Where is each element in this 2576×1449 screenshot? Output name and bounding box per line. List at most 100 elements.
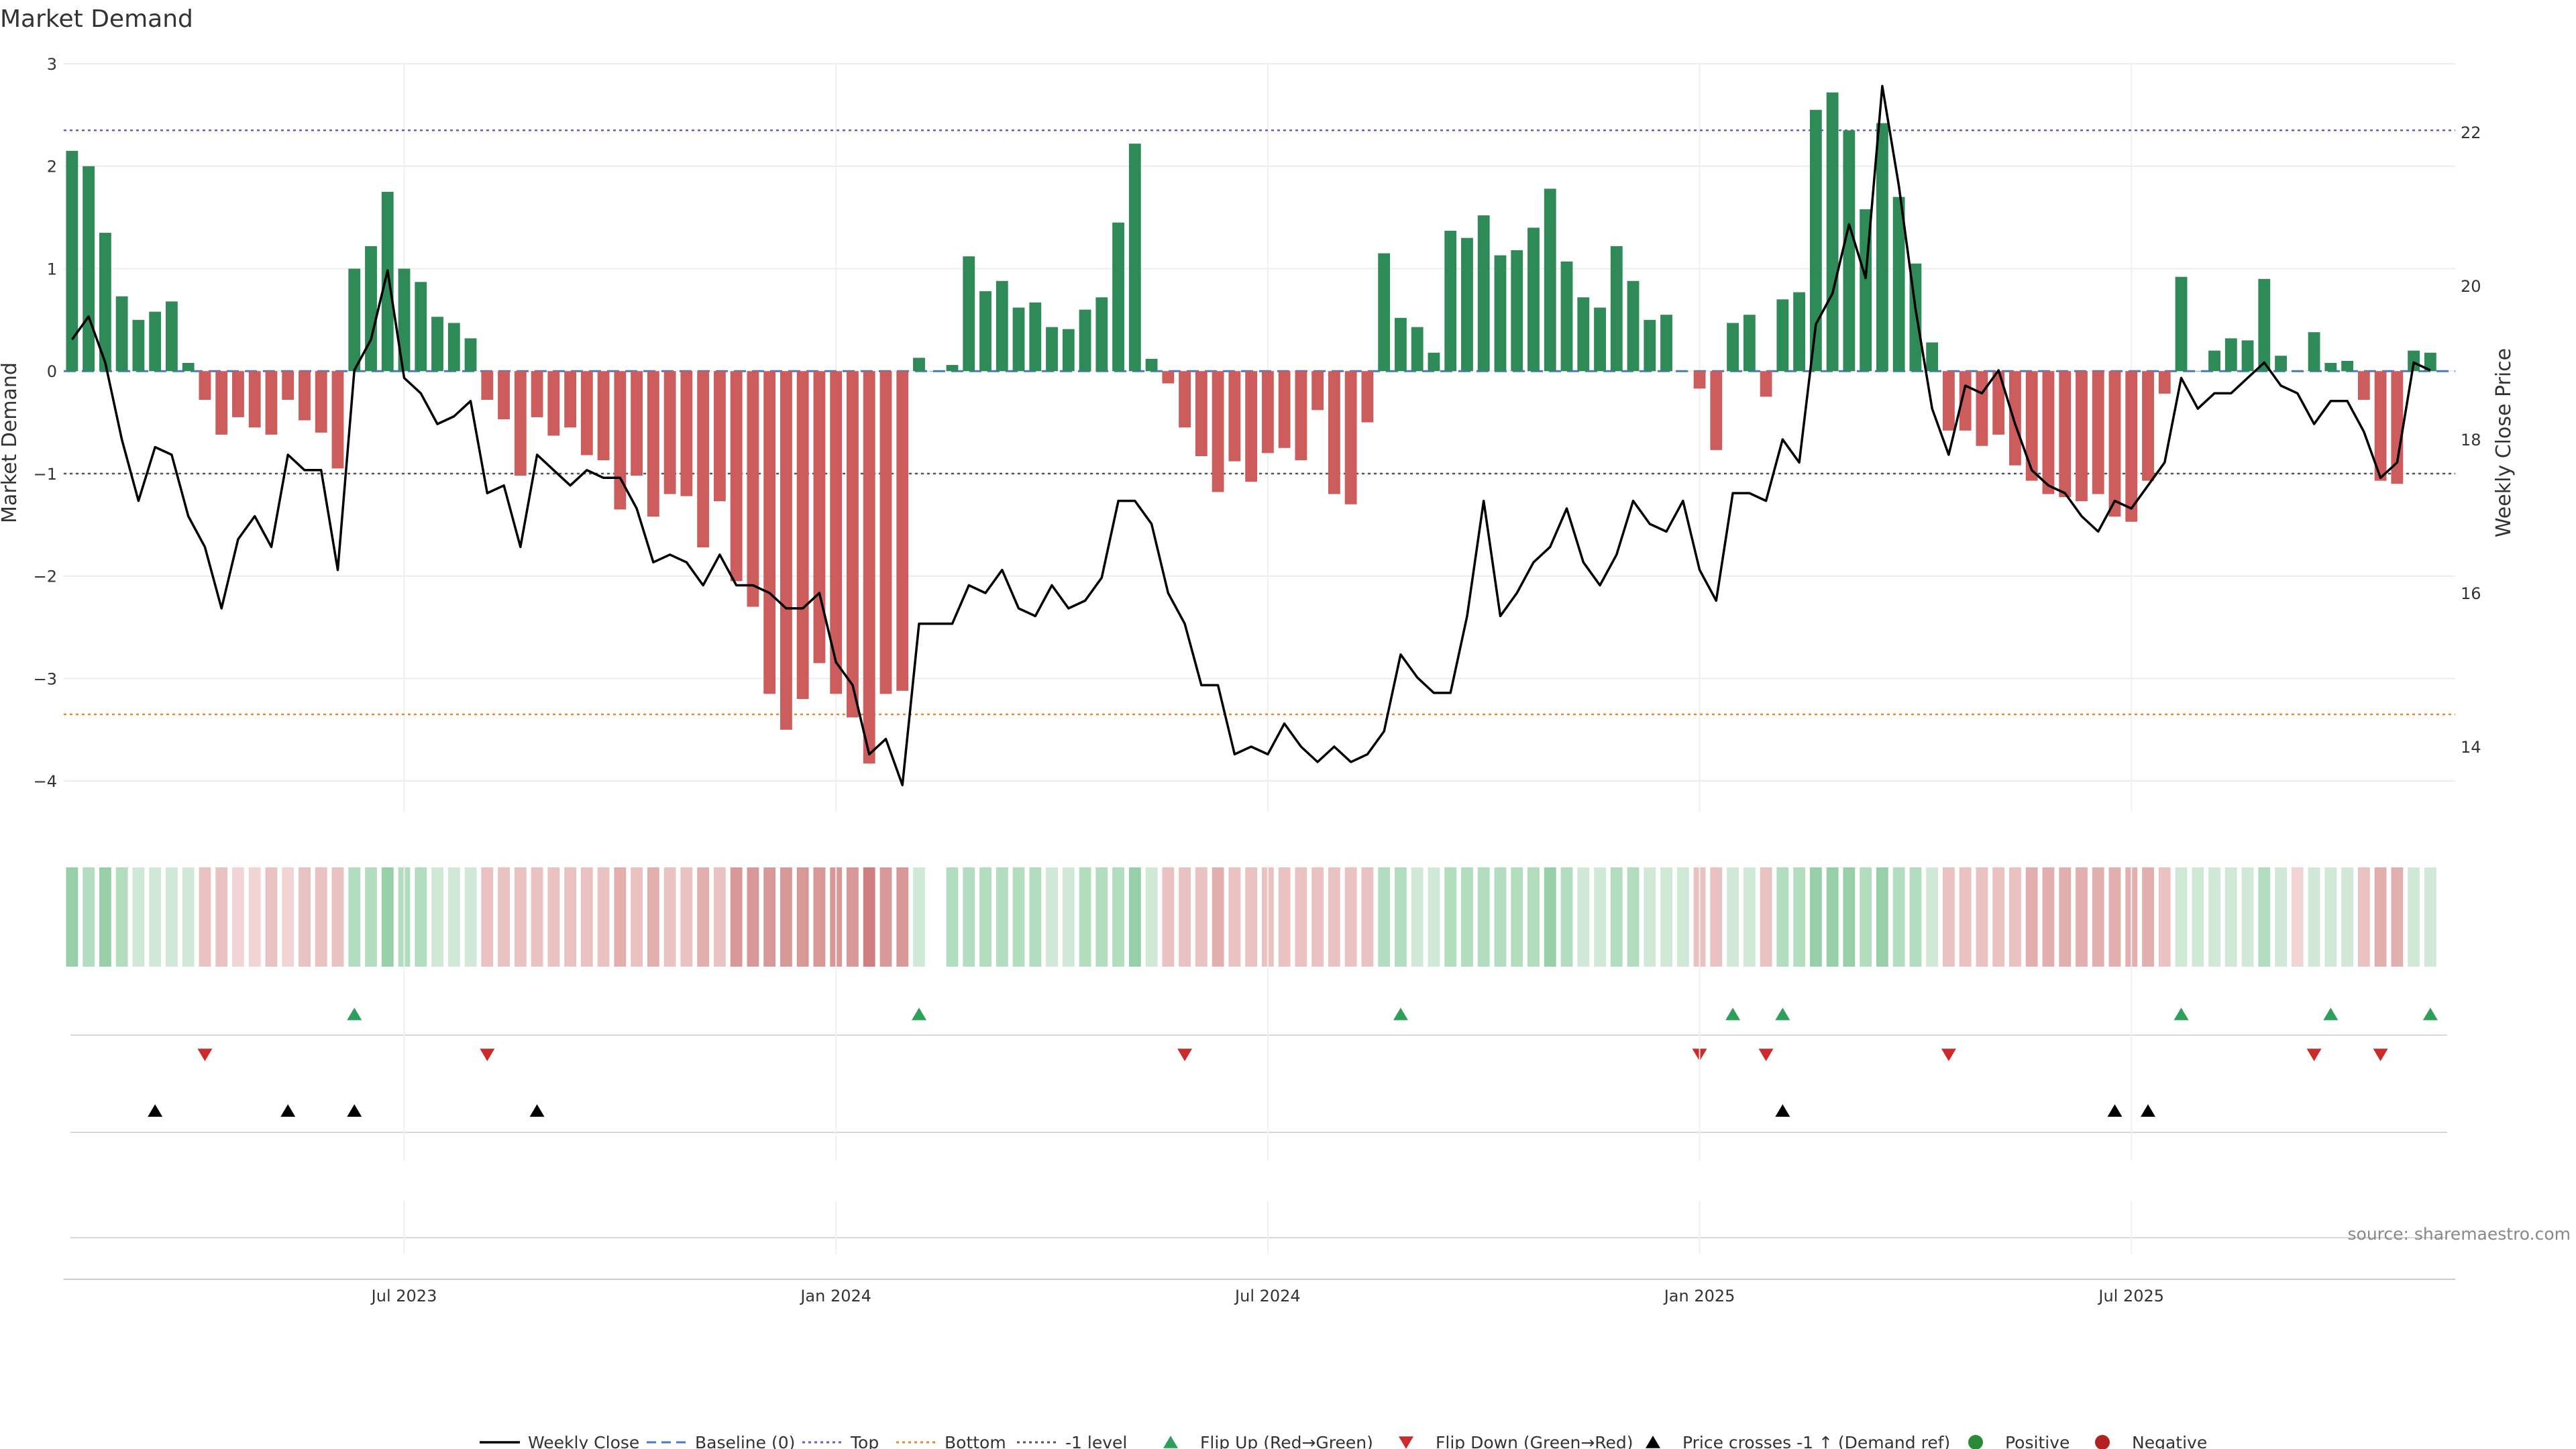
demand-bar — [1212, 371, 1224, 492]
tone-band-cell — [1876, 867, 1888, 967]
flip-up-marker — [1725, 1008, 1741, 1020]
tone-band-cell — [1826, 867, 1839, 967]
demand-bar — [2291, 371, 2304, 372]
tone-band-cell — [963, 867, 975, 967]
demand-bar — [1311, 371, 1324, 411]
demand-bar — [1461, 237, 1473, 372]
demand-bar — [1577, 297, 1590, 372]
demand-bar — [713, 371, 726, 502]
demand-bar — [315, 371, 327, 433]
demand-bar — [1527, 227, 1540, 372]
demand-bar — [1428, 352, 1440, 372]
tone-band-cell — [1012, 867, 1025, 967]
demand-bar — [2241, 340, 2254, 372]
demand-bar — [398, 268, 411, 372]
legend: Weekly Close Baseline (0) Top Bottom -1 leve… — [480, 1433, 2207, 1449]
demand-bar — [447, 323, 460, 372]
demand-bar — [115, 296, 128, 372]
tone-band-cell — [381, 867, 394, 967]
tone-band-cell — [1926, 867, 1939, 967]
demand-bar — [2208, 350, 2220, 372]
tone-band-cell — [2175, 867, 2188, 967]
demand-bar — [99, 233, 111, 372]
tone-band-cell — [1644, 867, 1656, 967]
tone-band-cell — [1594, 867, 1606, 967]
tone-band-cell — [2224, 867, 2237, 967]
tone-band-cell — [1311, 867, 1324, 967]
tone-band-cell — [66, 867, 78, 967]
tone-band-cell — [2092, 867, 2104, 967]
tone-band-cell — [813, 867, 826, 967]
legend-swatch-triangle-up — [1646, 1436, 1660, 1448]
tone-band-cell — [365, 867, 377, 967]
demand-bar — [2092, 371, 2104, 494]
tone-band-cell — [282, 867, 294, 967]
tone-band-cell — [1660, 867, 1672, 967]
x-tick-label: Jan 2024 — [799, 1287, 871, 1305]
tone-band-cell — [182, 867, 195, 967]
demand-bar — [1411, 327, 1424, 372]
tone-band-cell — [2391, 867, 2404, 967]
tone-band-cell — [1527, 867, 1540, 967]
demand-bar — [2424, 352, 2436, 372]
tone-band-cell — [780, 867, 792, 967]
tone-band-cell — [2042, 867, 2055, 967]
tone-band-cell — [2341, 867, 2353, 967]
demand-bar — [1627, 280, 1640, 372]
demand-bar — [680, 371, 693, 496]
tone-band-cell — [1195, 867, 1208, 967]
flip-up-marker — [2323, 1008, 2339, 1020]
tone-band-cell — [547, 867, 560, 967]
legend-swatch-circle — [2095, 1435, 2110, 1449]
tone-band-cell — [1245, 867, 1258, 967]
demand-bar — [365, 246, 377, 372]
demand-bar — [66, 150, 78, 372]
demand-bar — [1793, 292, 1806, 372]
tone-band-cell — [2208, 867, 2220, 967]
demand-bar — [863, 371, 875, 764]
tone-band-cell — [1029, 867, 1042, 967]
demand-bar — [697, 371, 710, 547]
tone-band-cell — [979, 867, 991, 967]
demand-bar — [1195, 371, 1208, 456]
tone-band-cell — [1610, 867, 1623, 967]
flip-down-marker — [1758, 1049, 1774, 1061]
tone-band-cell — [763, 867, 776, 967]
flip-down-marker — [480, 1049, 495, 1061]
demand-bar — [464, 338, 477, 372]
tone-band-cell — [1228, 867, 1241, 967]
tone-band-cell — [498, 867, 510, 967]
tone-band-cell — [2108, 867, 2121, 967]
price-cross-marker — [1775, 1104, 1790, 1117]
tone-band-cell — [647, 867, 659, 967]
tone-band-cell — [1378, 867, 1391, 967]
price-cross-marker — [2140, 1104, 2155, 1117]
legend-swatch-triangle-up — [1163, 1436, 1178, 1448]
x-tick-label: Jul 2024 — [1234, 1287, 1301, 1305]
tone-band-cell — [1843, 867, 1856, 967]
tone-band-cell — [1860, 867, 1872, 967]
demand-bar — [1145, 358, 1158, 372]
legend-label: -1 level — [1065, 1433, 1127, 1449]
tone-band-cell — [1943, 867, 1955, 967]
demand-bar — [182, 363, 195, 372]
tone-band-cell — [1494, 867, 1507, 967]
tone-band-cell — [1062, 867, 1075, 967]
demand-bar — [1710, 371, 1723, 450]
demand-bar — [2341, 360, 2353, 372]
demand-bar — [830, 371, 843, 694]
tone-band-cell — [315, 867, 327, 967]
demand-bar — [1560, 261, 1573, 372]
tone-band-cell — [2059, 867, 2072, 967]
legend-label: Negative — [2132, 1433, 2207, 1449]
y-axis-label: Market Demand — [0, 362, 21, 523]
tone-band-cell — [1477, 867, 1490, 967]
tone-band-cell — [1145, 867, 1158, 967]
y-tick-label: −2 — [34, 568, 57, 586]
demand-bar — [564, 371, 576, 428]
demand-bar — [2357, 371, 2370, 400]
tone-band-cell — [1344, 867, 1357, 967]
weekly-close-series — [70, 85, 2431, 787]
demand-bar — [2025, 371, 2038, 481]
